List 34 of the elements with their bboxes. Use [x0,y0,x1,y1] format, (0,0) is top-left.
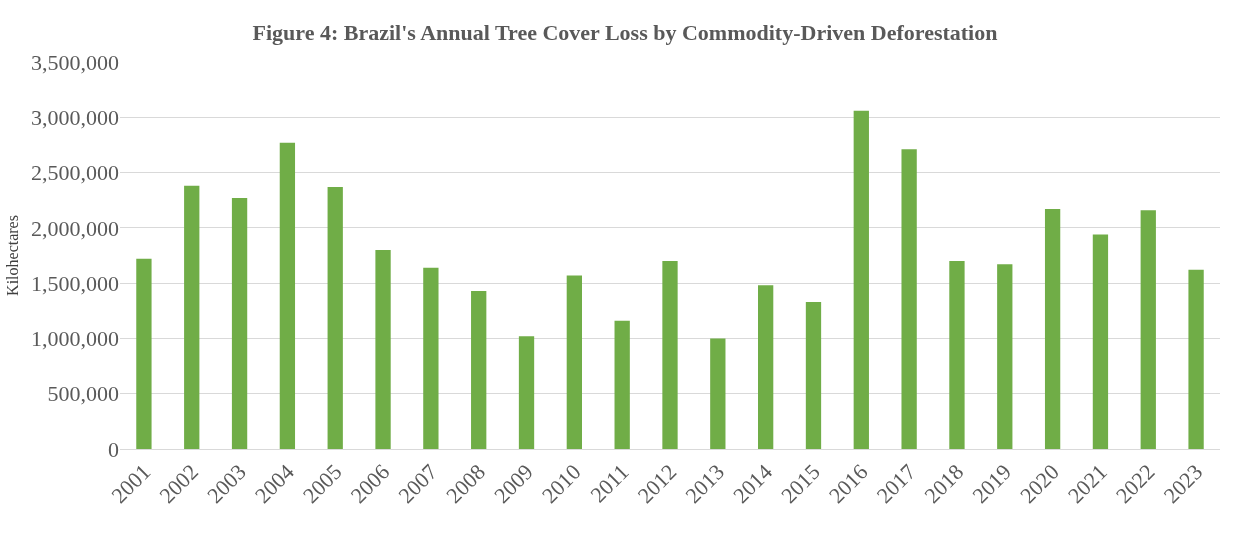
bar [423,267,439,449]
bar [231,198,248,449]
y-tick-label: 2,500,000 [31,160,119,186]
bar [997,264,1013,449]
bar [327,186,343,449]
bar [901,149,917,449]
bar [375,249,391,449]
y-tick-label: 0 [108,436,119,462]
y-tick-label: 3,000,000 [31,104,119,130]
bar [566,275,582,449]
bar [662,261,678,449]
y-axis-title: Kilohectares [3,215,21,296]
bar [279,142,296,449]
chart-title: Figure 4: Brazil's Annual Tree Cover Loss by Commodity-Driven Deforestation [252,19,998,45]
bar [136,258,152,449]
x-tick-label: 2011 [585,459,634,508]
y-tick-label: 1,500,000 [31,270,119,296]
bar [710,338,726,449]
bar [184,185,200,449]
y-tick-label: 3,500,000 [31,49,119,75]
bar [758,285,774,449]
bar [1188,269,1204,449]
bar [1140,210,1156,449]
bar [949,261,965,449]
bar [1044,209,1061,449]
y-tick-label: 2,000,000 [31,215,119,241]
bar [805,301,822,449]
y-tick-label: 500,000 [47,381,119,407]
bar [471,290,487,449]
bar [518,336,535,449]
bar [853,110,869,449]
y-tick-label: 1,000,000 [31,326,119,352]
bar [1092,234,1109,449]
bar [614,320,630,449]
